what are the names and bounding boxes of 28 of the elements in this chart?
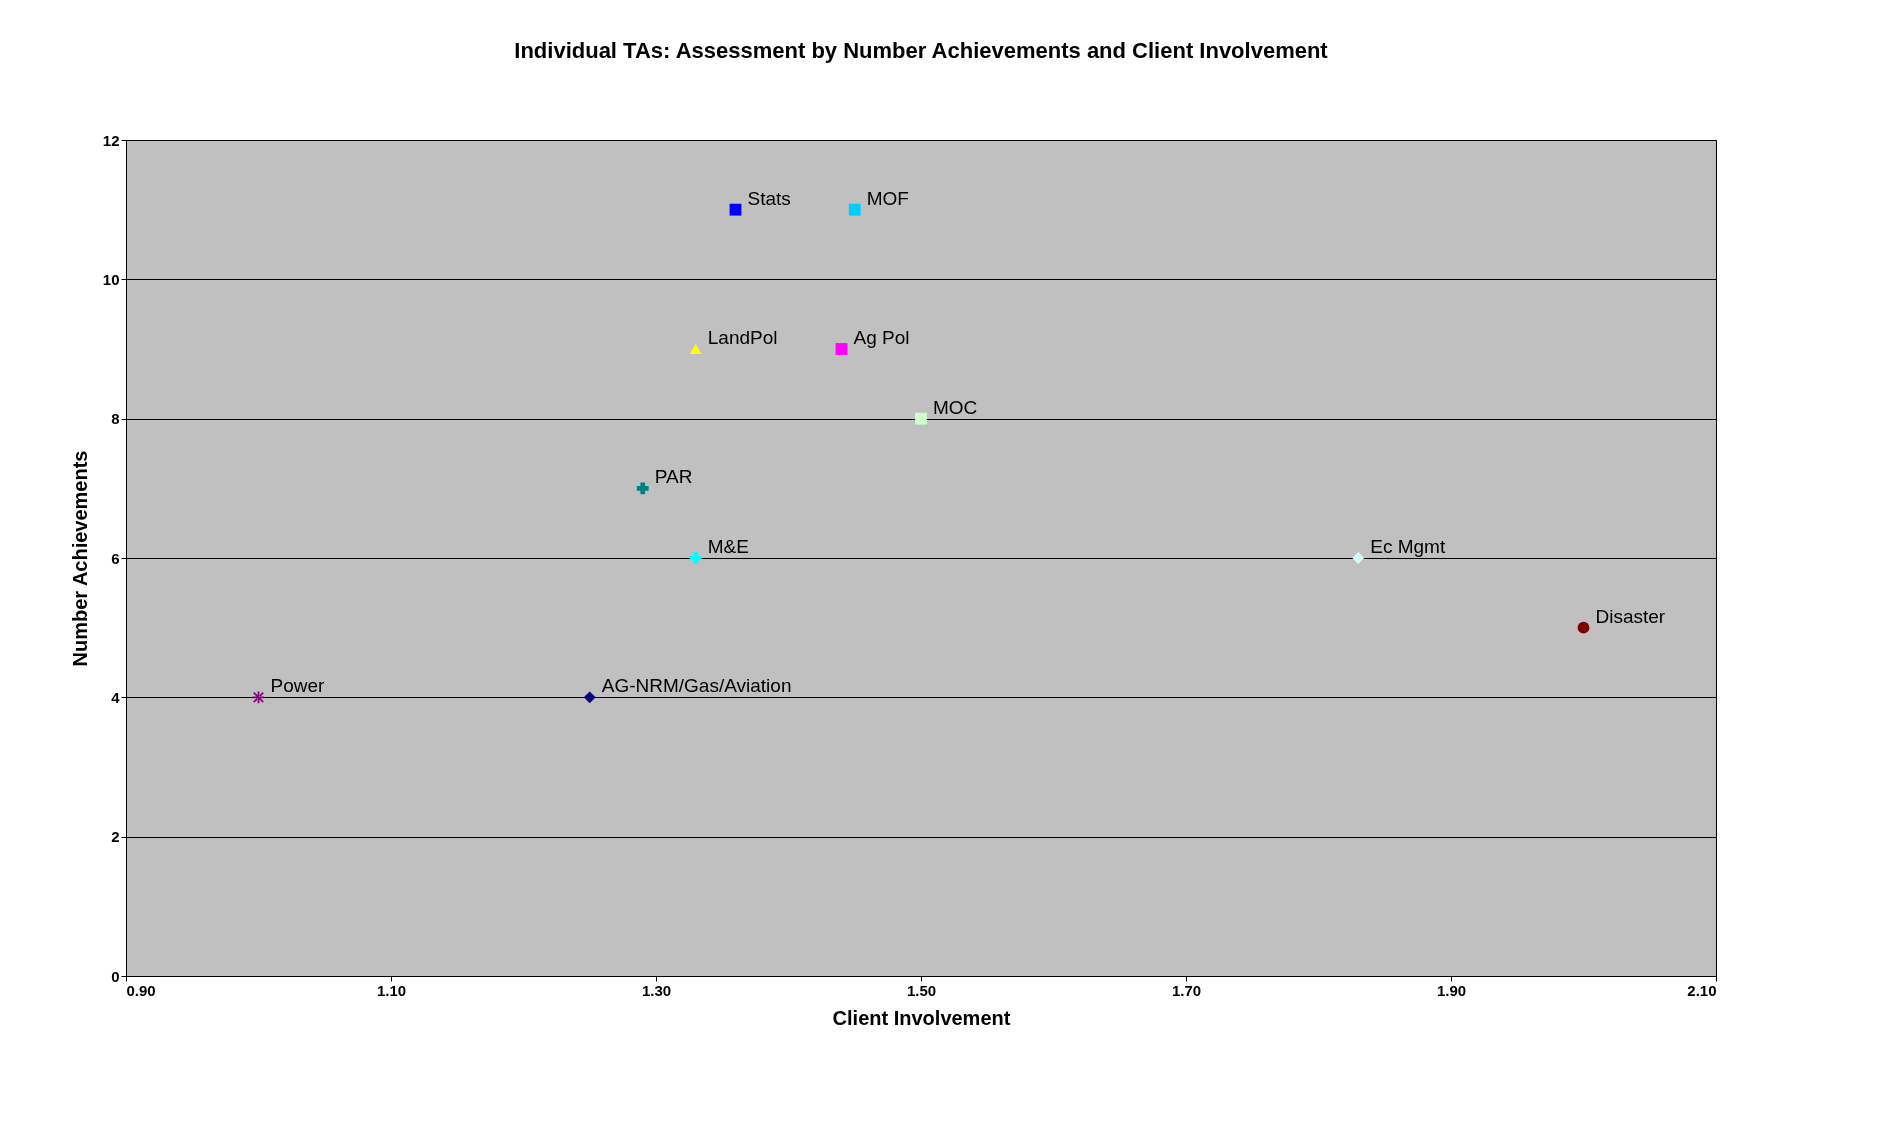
x-tick-label: 1.50: [906, 981, 937, 999]
series-label: MOF: [866, 187, 909, 209]
series-label: Ec Mgmt: [1370, 536, 1446, 557]
series-label: Power: [270, 675, 326, 697]
series-label: MOC: [933, 396, 978, 418]
series-label: PAR: [654, 466, 693, 488]
series-label: AG-NRM/Gas/Aviation: [601, 675, 792, 697]
y-tick-label: 0: [111, 967, 120, 985]
x-tick-label: 2.10: [1687, 981, 1717, 999]
y-tick-label: 10: [102, 270, 120, 288]
x-axis-title: Client Involvement: [832, 1006, 1011, 1029]
y-tick-label: 2: [111, 828, 120, 846]
x-tick-label: 1.30: [641, 981, 672, 999]
x-tick-label: 1.10: [376, 981, 407, 999]
y-tick-label: 4: [111, 688, 121, 706]
x-tick-label: 0.90: [126, 981, 156, 999]
series-label: M&E: [707, 536, 749, 557]
series-label: Disaster: [1595, 605, 1666, 627]
y-axis-title: Number Achievements: [68, 450, 91, 667]
chart-title: Individual TAs: Assessment by Number Achievements and Client Involvement: [514, 38, 1329, 63]
y-tick-label: 6: [111, 549, 120, 567]
y-tick-label: 8: [111, 410, 120, 428]
series-label: Stats: [747, 187, 791, 209]
x-tick-label: 1.90: [1436, 981, 1467, 999]
series-label: LandPol: [707, 327, 778, 348]
series-label: Ag Pol: [853, 327, 910, 348]
y-tick-label: 12: [102, 131, 120, 149]
x-tick-label: 1.70: [1171, 981, 1202, 999]
